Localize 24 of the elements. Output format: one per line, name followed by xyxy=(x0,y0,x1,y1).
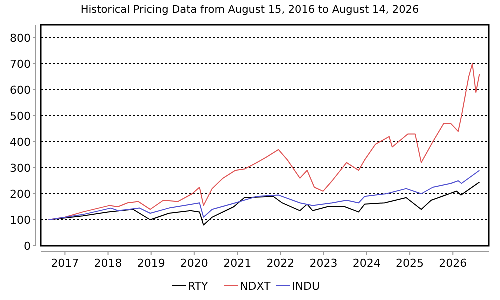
y-tick-label: 400 xyxy=(10,136,31,149)
line-series xyxy=(48,170,480,220)
y-tick-label: 500 xyxy=(10,110,31,123)
x-tick-label: 2022 xyxy=(266,257,295,270)
y-tick-label: 600 xyxy=(10,84,31,97)
x-tick-label: 2021 xyxy=(224,257,252,270)
legend-label: INDU xyxy=(292,280,320,293)
x-tick-label: 2026 xyxy=(439,257,468,270)
legend-label: NDXT xyxy=(240,280,272,293)
x-tick-label: 2017 xyxy=(51,257,80,270)
chart-title: Historical Pricing Data from August 15, 2016 to August 14, 2026 xyxy=(80,4,420,16)
y-tick-label: 200 xyxy=(10,188,31,201)
y-tick-label: 800 xyxy=(10,32,31,45)
x-tick-label: 2024 xyxy=(352,257,381,270)
x-tick-label: 2025 xyxy=(396,257,424,270)
y-tick-label: 300 xyxy=(10,162,31,175)
x-tick-label: 2018 xyxy=(94,257,122,270)
y-tick-label: 700 xyxy=(10,58,31,71)
y-tick-label: 0 xyxy=(24,240,31,253)
y-tick-label: 100 xyxy=(10,214,31,227)
x-tick-label: 2020 xyxy=(180,257,208,270)
x-tick-label: 2019 xyxy=(137,257,166,270)
legend-label: RTY xyxy=(188,280,209,293)
x-tick-label: 2023 xyxy=(310,257,338,270)
